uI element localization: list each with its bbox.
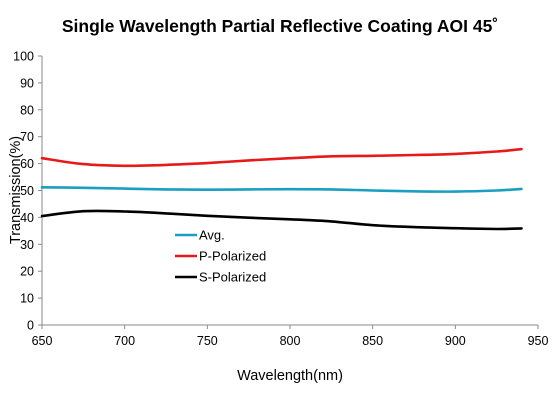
y-tick-label: 70	[20, 130, 34, 144]
legend-label-p-polarized: P-Polarized	[199, 249, 266, 264]
series-lines	[40, 147, 523, 231]
x-tick-label: 800	[280, 334, 301, 348]
y-tick-label: 20	[20, 265, 34, 279]
y-tick-label: 60	[20, 157, 34, 171]
chart-title: Single Wavelength Partial Reflective Coa…	[61, 16, 499, 36]
series-line-p-polarized	[40, 147, 523, 168]
y-tick-label: 10	[20, 292, 34, 306]
legend-label-s-polarized: S-Polarized	[199, 270, 266, 285]
y-axis-ticks: 0 10 20 30 40 50 60 70 80 90 100	[13, 50, 42, 333]
x-tick-label: 750	[197, 334, 218, 348]
y-tick-label: 40	[20, 211, 34, 225]
y-tick-label: 50	[20, 184, 34, 198]
y-tick-label: 30	[20, 238, 34, 252]
x-tick-label: 650	[32, 334, 53, 348]
legend: Avg. P-Polarized S-Polarized	[175, 228, 266, 285]
y-tick-label: 90	[20, 76, 34, 90]
x-tick-label: 950	[528, 334, 549, 348]
x-tick-label: 700	[114, 334, 135, 348]
x-axis-label: Wavelength(nm)	[237, 368, 343, 384]
x-tick-label: 900	[445, 334, 466, 348]
y-tick-label: 100	[13, 50, 34, 64]
series-line-avg	[40, 186, 523, 193]
y-axis-label: Transmission(%)	[8, 136, 24, 244]
series-line-s-polarized	[40, 209, 523, 231]
x-tick-label: 850	[362, 334, 383, 348]
legend-label-avg: Avg.	[199, 228, 225, 243]
y-tick-label: 80	[20, 103, 34, 117]
x-axis-ticks: 650 700 750 800 850 900 950	[32, 325, 549, 348]
y-tick-label: 0	[27, 319, 34, 333]
